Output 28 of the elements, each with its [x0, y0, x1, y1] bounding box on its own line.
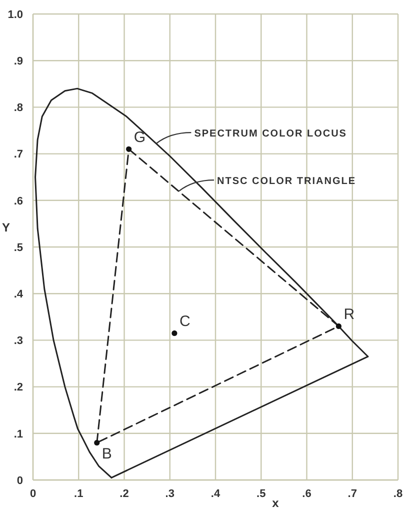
x-tick-label: .7 — [348, 488, 357, 500]
x-axis-title: x — [272, 496, 280, 510]
x-tick-label: 0 — [30, 488, 36, 500]
x-tick-label: .5 — [256, 488, 266, 500]
y-tick-label: .9 — [14, 56, 23, 68]
annotation: C — [179, 313, 190, 330]
x-tick-label: .3 — [165, 488, 174, 500]
y-tick-label: .6 — [14, 195, 23, 208]
annotation: SPECTRUM COLOR LOCUS — [194, 128, 347, 140]
y-tick-label: .4 — [14, 288, 24, 301]
y-axis-title: Y — [2, 220, 10, 234]
annotation: R — [344, 306, 355, 324]
y-tick-label: .3 — [14, 335, 23, 348]
y-tick-label: .2 — [14, 382, 23, 394]
y-tick-label: 1.0 — [8, 8, 23, 21]
y-tick-label: .8 — [14, 102, 23, 114]
x-tick-label: .1 — [74, 488, 84, 500]
x-tick-label: .4 — [210, 488, 221, 500]
annotation: G — [134, 129, 146, 146]
x-tick-label: .6 — [302, 488, 312, 500]
y-tick-label: .1 — [14, 428, 23, 440]
y-tick-label: .7 — [14, 148, 23, 161]
annotation: NTSC COLOR TRIANGLE — [217, 176, 356, 188]
y-tick-label: .5 — [14, 242, 23, 254]
y-tick-label: 0 — [16, 474, 23, 487]
annotation: B — [102, 446, 112, 463]
x-tick-label: .8 — [393, 488, 403, 500]
x-tick-label: .2 — [120, 488, 129, 500]
